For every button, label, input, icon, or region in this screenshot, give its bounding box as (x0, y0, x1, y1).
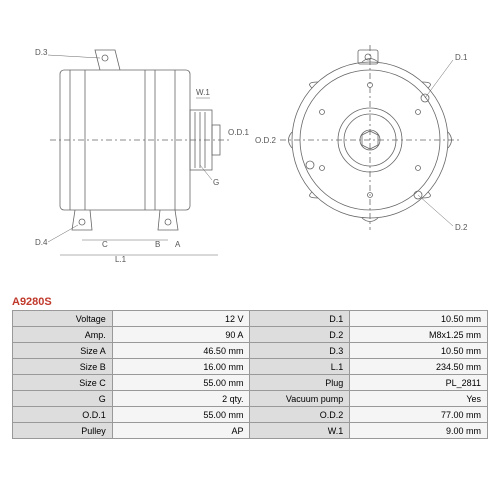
spec-table: Voltage12 VD.110.50 mmAmp.90 AD.2M8x1.25… (12, 310, 488, 439)
label-g: G (213, 178, 219, 187)
spec-label: L.1 (250, 359, 350, 375)
spec-label: O.D.1 (13, 407, 113, 423)
diagram-svg: D.3 D.4 L.1 C B A W.1 O.D.1 O.D.2 G (0, 0, 500, 290)
spec-label: Size B (13, 359, 113, 375)
spec-label: O.D.2 (250, 407, 350, 423)
label-od1: O.D.1 (228, 128, 249, 137)
label-l1: L.1 (115, 255, 127, 264)
label-w1: W.1 (196, 88, 210, 97)
spec-value: PL_2811 (350, 375, 488, 391)
spec-label: D.2 (250, 327, 350, 343)
label-b: B (155, 240, 160, 249)
spec-row: PulleyAPW.19.00 mm (13, 423, 488, 439)
spec-row: Size A46.50 mmD.310.50 mm (13, 343, 488, 359)
spec-row: Size B16.00 mmL.1234.50 mm (13, 359, 488, 375)
spec-value: 55.00 mm (112, 375, 250, 391)
spec-label: G (13, 391, 113, 407)
label-d2: D.2 (455, 223, 468, 232)
spec-value: M8x1.25 mm (350, 327, 488, 343)
spec-label: Size C (13, 375, 113, 391)
spec-label: Plug (250, 375, 350, 391)
spec-row: Voltage12 VD.110.50 mm (13, 311, 488, 327)
spec-label: W.1 (250, 423, 350, 439)
label-a: A (175, 240, 181, 249)
spec-row: Amp.90 AD.2M8x1.25 mm (13, 327, 488, 343)
spec-value: AP (112, 423, 250, 439)
spec-value: 16.00 mm (112, 359, 250, 375)
spec-label: Amp. (13, 327, 113, 343)
label-c: C (102, 240, 108, 249)
spec-label: Pulley (13, 423, 113, 439)
spec-value: 46.50 mm (112, 343, 250, 359)
label-d1: D.1 (455, 53, 468, 62)
label-d3: D.3 (35, 48, 48, 57)
technical-diagram: D.3 D.4 L.1 C B A W.1 O.D.1 O.D.2 G (0, 0, 500, 290)
spec-row: Size C55.00 mmPlugPL_2811 (13, 375, 488, 391)
spec-label: D.1 (250, 311, 350, 327)
part-number: A9280S (12, 296, 52, 308)
spec-value: 55.00 mm (112, 407, 250, 423)
spec-value: 234.50 mm (350, 359, 488, 375)
spec-value: 77.00 mm (350, 407, 488, 423)
spec-value: 10.50 mm (350, 311, 488, 327)
spec-value: 10.50 mm (350, 343, 488, 359)
spec-value: 2 qty. (112, 391, 250, 407)
spec-value: 12 V (112, 311, 250, 327)
spec-value: Yes (350, 391, 488, 407)
spec-label: Vacuum pump (250, 391, 350, 407)
spec-value: 90 A (112, 327, 250, 343)
spec-value: 9.00 mm (350, 423, 488, 439)
spec-label: Voltage (13, 311, 113, 327)
spec-label: D.3 (250, 343, 350, 359)
label-d4: D.4 (35, 238, 48, 247)
spec-label: Size A (13, 343, 113, 359)
spec-row: O.D.155.00 mmO.D.277.00 mm (13, 407, 488, 423)
spec-row: G2 qty.Vacuum pumpYes (13, 391, 488, 407)
label-od2: O.D.2 (255, 136, 276, 145)
